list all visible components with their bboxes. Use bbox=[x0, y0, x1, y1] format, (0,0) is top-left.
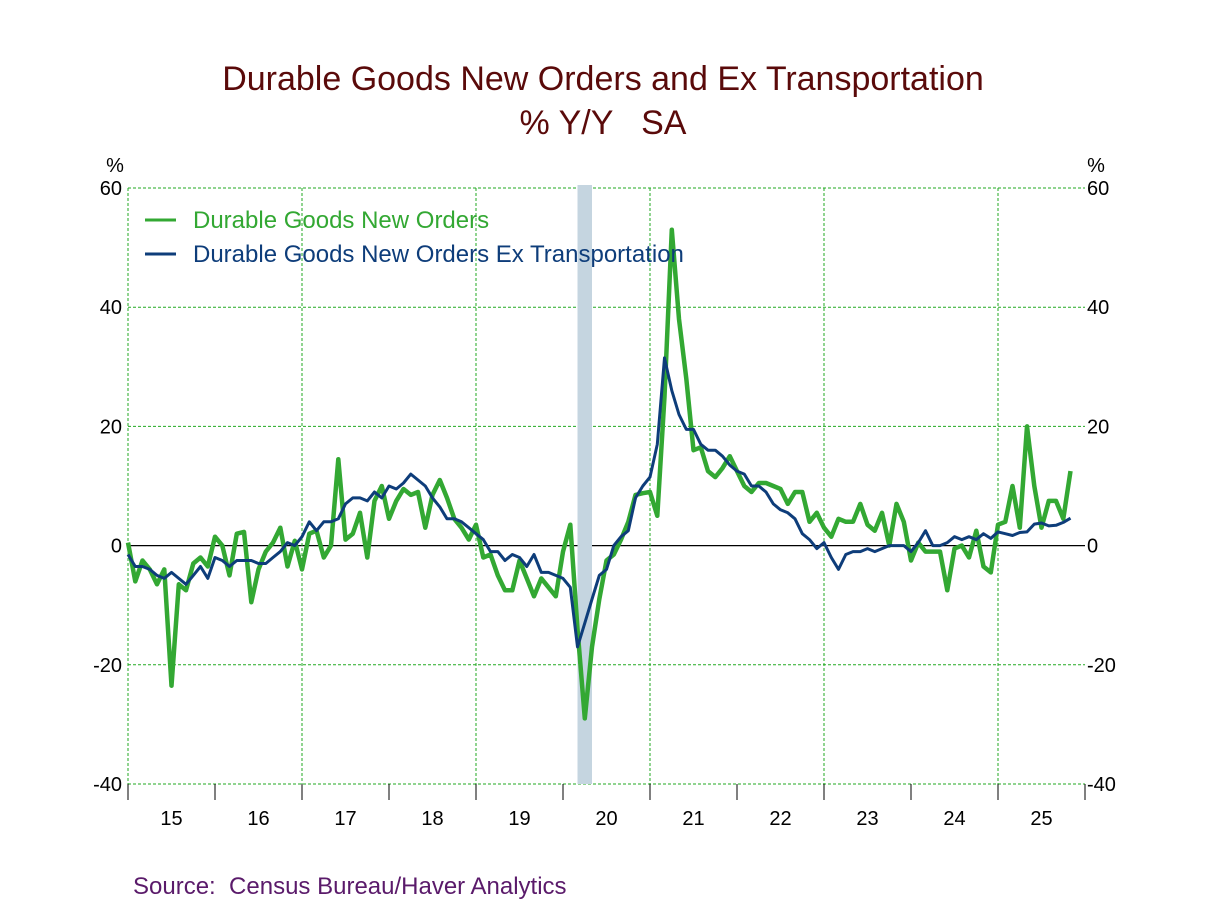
chart-subtitle: % Y/Y SA bbox=[520, 104, 687, 142]
series-line-ex-transportation bbox=[126, 356, 1072, 649]
y-tick-label-left: 40 bbox=[100, 297, 122, 319]
x-tick-label: 20 bbox=[595, 808, 617, 830]
x-tick-label: 25 bbox=[1030, 808, 1052, 830]
y-tick-label-right: 0 bbox=[1087, 536, 1098, 558]
y-tick-label-right: 60 bbox=[1087, 178, 1109, 200]
legend-label: Durable Goods New Orders Ex Transportati… bbox=[193, 241, 684, 268]
x-tick-label: 16 bbox=[247, 808, 269, 830]
y-tick-label-right: -20 bbox=[1087, 655, 1116, 677]
x-tick-label: 18 bbox=[421, 808, 443, 830]
chart-title: Durable Goods New Orders and Ex Transpor… bbox=[222, 60, 984, 98]
y-tick-label-right: 20 bbox=[1087, 416, 1109, 438]
x-tick-label: 17 bbox=[334, 808, 356, 830]
y-tick-label-right: -40 bbox=[1087, 774, 1116, 796]
series-line-durable-goods bbox=[125, 227, 1073, 721]
y-tick-label-left: -40 bbox=[93, 774, 122, 796]
x-tick-label: 21 bbox=[682, 808, 704, 830]
y-axis-label-left: % bbox=[106, 155, 124, 177]
y-tick-label-left: -20 bbox=[93, 655, 122, 677]
y-tick-label-left: 60 bbox=[100, 178, 122, 200]
x-tick-label: 15 bbox=[160, 808, 182, 830]
y-tick-label-left: 0 bbox=[111, 536, 122, 558]
x-tick-label: 24 bbox=[943, 808, 965, 830]
x-tick-label: 23 bbox=[856, 808, 878, 830]
x-tick-label: 22 bbox=[769, 808, 791, 830]
y-tick-label-right: 40 bbox=[1087, 297, 1109, 319]
legend-label: Durable Goods New Orders bbox=[193, 207, 489, 234]
y-axis-label-right: % bbox=[1087, 155, 1105, 177]
x-tick-label: 19 bbox=[508, 808, 530, 830]
source-note: Source: Census Bureau/Haver Analytics bbox=[133, 873, 567, 900]
y-tick-label-left: 20 bbox=[100, 416, 122, 438]
